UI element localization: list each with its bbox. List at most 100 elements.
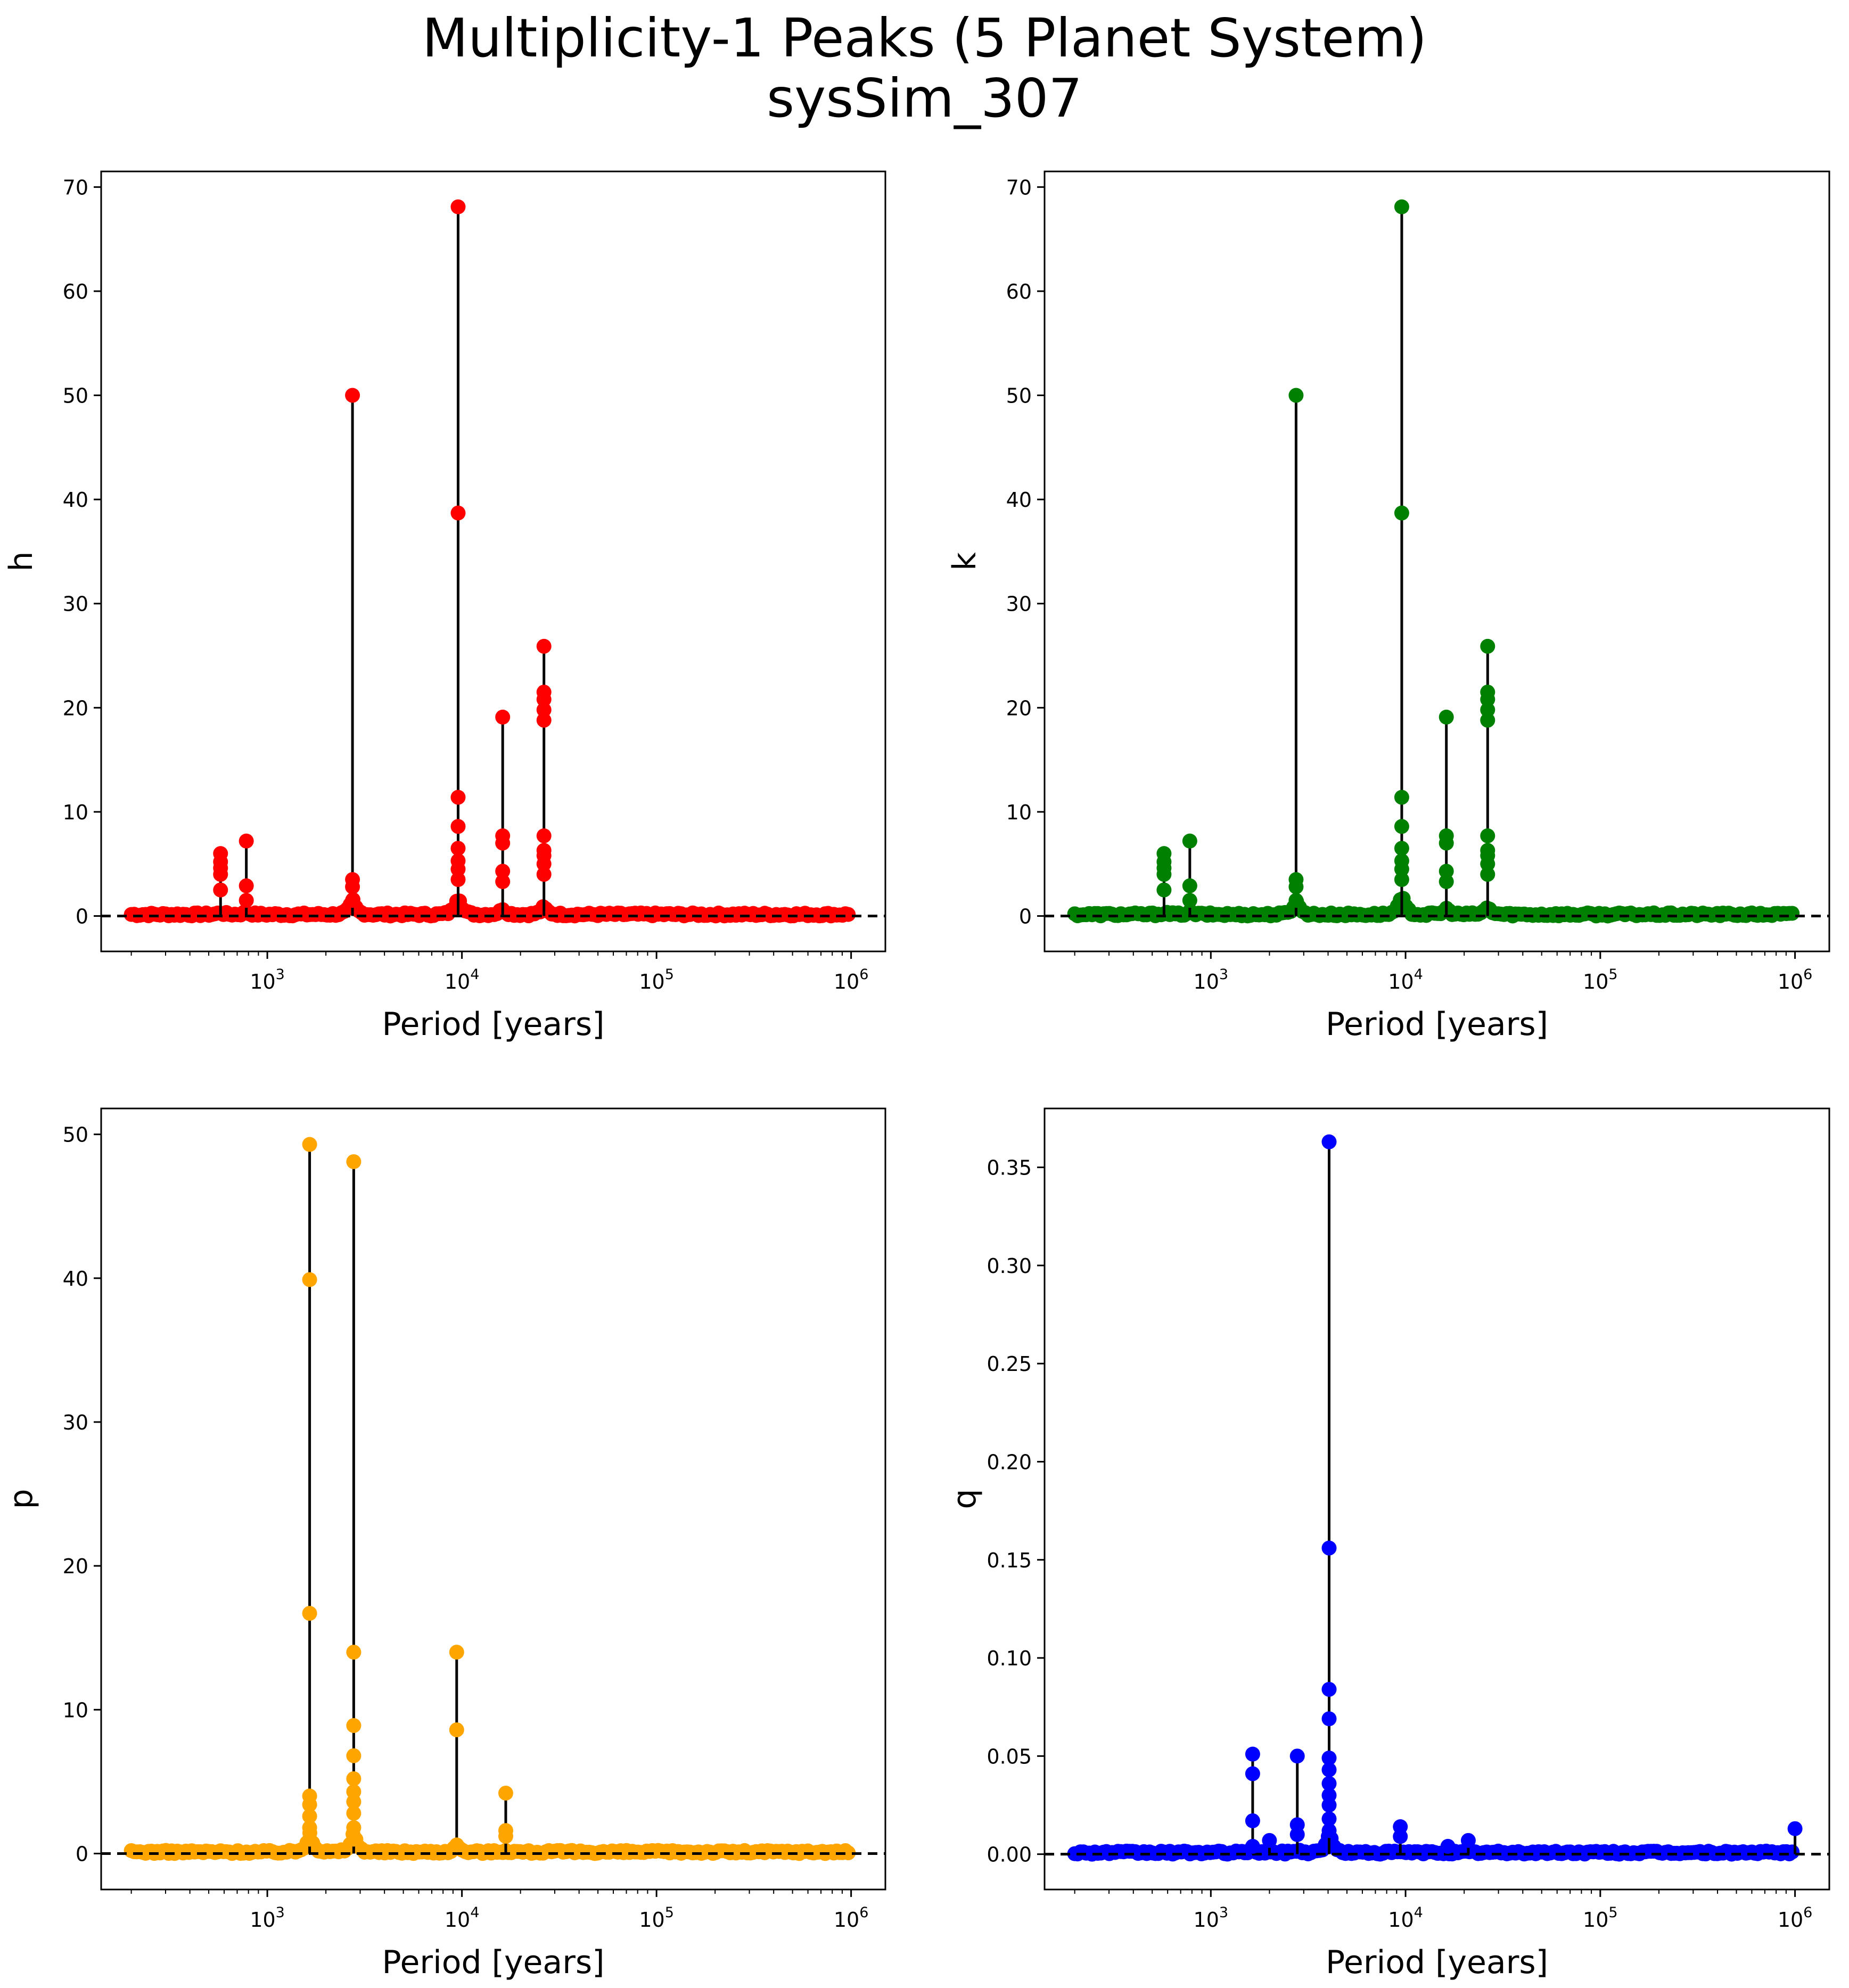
peak-top-point — [536, 638, 552, 654]
y-tick-label: 10 — [63, 801, 88, 824]
y-tick-label: 0.15 — [987, 1549, 1032, 1572]
y-axis-label: h — [3, 551, 40, 571]
peak-point — [213, 867, 228, 882]
peak-point — [345, 879, 360, 894]
x-tick-label: 104 — [445, 1904, 480, 1932]
peak-point — [450, 790, 466, 805]
y-tick-label: 0.35 — [987, 1156, 1032, 1180]
peak-point — [1439, 864, 1454, 879]
peak-point — [1394, 819, 1409, 834]
peak-point — [1480, 692, 1495, 707]
y-tick-label: 0.10 — [987, 1647, 1032, 1670]
peak-point — [345, 893, 360, 908]
peak-point — [449, 1837, 464, 1853]
peak-point — [346, 1794, 361, 1810]
peak-point — [346, 1718, 361, 1734]
y-tick-label: 30 — [63, 1411, 88, 1434]
y-tick-label: 10 — [63, 1698, 88, 1722]
y-tick-label: 70 — [1006, 176, 1032, 199]
x-tick-label: 104 — [1388, 1904, 1423, 1932]
peak-top-point — [213, 846, 228, 861]
peak-top-point — [1393, 1819, 1408, 1835]
panel-k: 0 10 20 30 40 50 60 70 103 104 105 106 Period [years… — [946, 170, 1830, 1043]
x-tick-label: 105 — [1583, 1904, 1618, 1932]
peak-point — [346, 1771, 361, 1786]
axes-frame — [100, 1107, 886, 1891]
peak-point — [449, 1722, 464, 1738]
y-axis-label: p — [3, 1489, 40, 1509]
peak-point — [1321, 1811, 1337, 1827]
data-point — [1785, 906, 1800, 921]
peak-top-point — [345, 388, 360, 403]
peak-point — [450, 505, 466, 521]
peak-top-point — [1288, 388, 1304, 403]
data-point — [841, 907, 856, 922]
panel-q: 0.00 0.05 0.10 0.15 0.20 0.25 0.30 0.35 103 104 10… — [946, 1107, 1830, 1981]
y-tick-label: 20 — [63, 1555, 88, 1578]
peak-top-point — [450, 199, 466, 215]
y-tick-label: 70 — [63, 176, 88, 199]
panel-h: 0 10 20 30 40 50 60 70 103 104 105 106 Period [years… — [3, 170, 886, 1043]
y-tick-label: 40 — [63, 1267, 88, 1291]
y-tick-label: 30 — [63, 593, 88, 616]
x-axis-label: Period [years] — [1326, 1006, 1548, 1043]
peak-top-point — [1156, 846, 1172, 861]
peak-point — [1156, 867, 1172, 882]
x-tick-label: 106 — [1778, 966, 1813, 993]
peak-point — [1439, 835, 1454, 851]
peak-point — [1394, 872, 1409, 888]
x-tick-label: 103 — [1194, 1904, 1229, 1932]
y-tick-label: 0 — [76, 1842, 88, 1866]
x-tick-label: 104 — [445, 966, 480, 993]
x-tick-label: 104 — [1388, 966, 1423, 993]
peak-point — [450, 819, 466, 834]
x-axis-label: Period [years] — [382, 1006, 604, 1043]
peak-point — [302, 1272, 317, 1287]
x-axis-label: Period [years] — [1326, 1944, 1548, 1981]
y-tick-label: 0.25 — [987, 1352, 1032, 1376]
peak-point — [1321, 1711, 1337, 1727]
y-tick-label: 40 — [63, 488, 88, 512]
data-point — [841, 1845, 856, 1861]
x-tick-label: 103 — [250, 1904, 285, 1932]
peak-point — [1288, 893, 1304, 908]
x-tick-label: 106 — [1778, 1904, 1813, 1932]
x-tick-label: 105 — [639, 966, 674, 993]
y-tick-label: 20 — [1006, 696, 1032, 720]
peak-point — [536, 692, 552, 707]
axes-frame — [1043, 1107, 1830, 1891]
peak-point — [1321, 1823, 1337, 1838]
chart-title: Multiplicity-1 Peaks (5 Planet System) — [422, 7, 1427, 69]
y-tick-label: 0.05 — [987, 1745, 1032, 1768]
peak-top-point — [1460, 1833, 1476, 1848]
plot-area — [101, 1137, 885, 1861]
peak-point — [1321, 1540, 1337, 1556]
peak-point — [346, 1820, 361, 1835]
y-tick-label: 0.00 — [987, 1843, 1032, 1867]
peak-point — [536, 856, 552, 872]
peak-point — [1394, 861, 1409, 877]
x-tick-label: 103 — [250, 966, 285, 993]
peak-top-point — [1439, 709, 1454, 725]
data-point — [1785, 1844, 1800, 1860]
peak-top-point — [1182, 833, 1197, 849]
peak-point — [498, 1829, 513, 1844]
axes-frame — [1043, 170, 1830, 952]
peak-point — [1321, 1682, 1337, 1697]
peak-point — [302, 1797, 317, 1812]
peak-point — [1480, 867, 1495, 882]
peak-point — [302, 1820, 317, 1835]
peak-top-point — [1289, 1748, 1305, 1764]
peak-point — [302, 1831, 317, 1847]
y-tick-label: 0.30 — [987, 1254, 1032, 1278]
y-tick-label: 50 — [63, 384, 88, 408]
peak-top-point — [498, 1785, 513, 1801]
peak-point — [1394, 841, 1409, 856]
peak-point — [536, 712, 552, 728]
peak-point — [1156, 882, 1172, 898]
peak-top-point — [239, 833, 254, 849]
peak-point — [1182, 878, 1197, 893]
peak-point — [1394, 790, 1409, 805]
peak-point — [302, 1606, 317, 1621]
